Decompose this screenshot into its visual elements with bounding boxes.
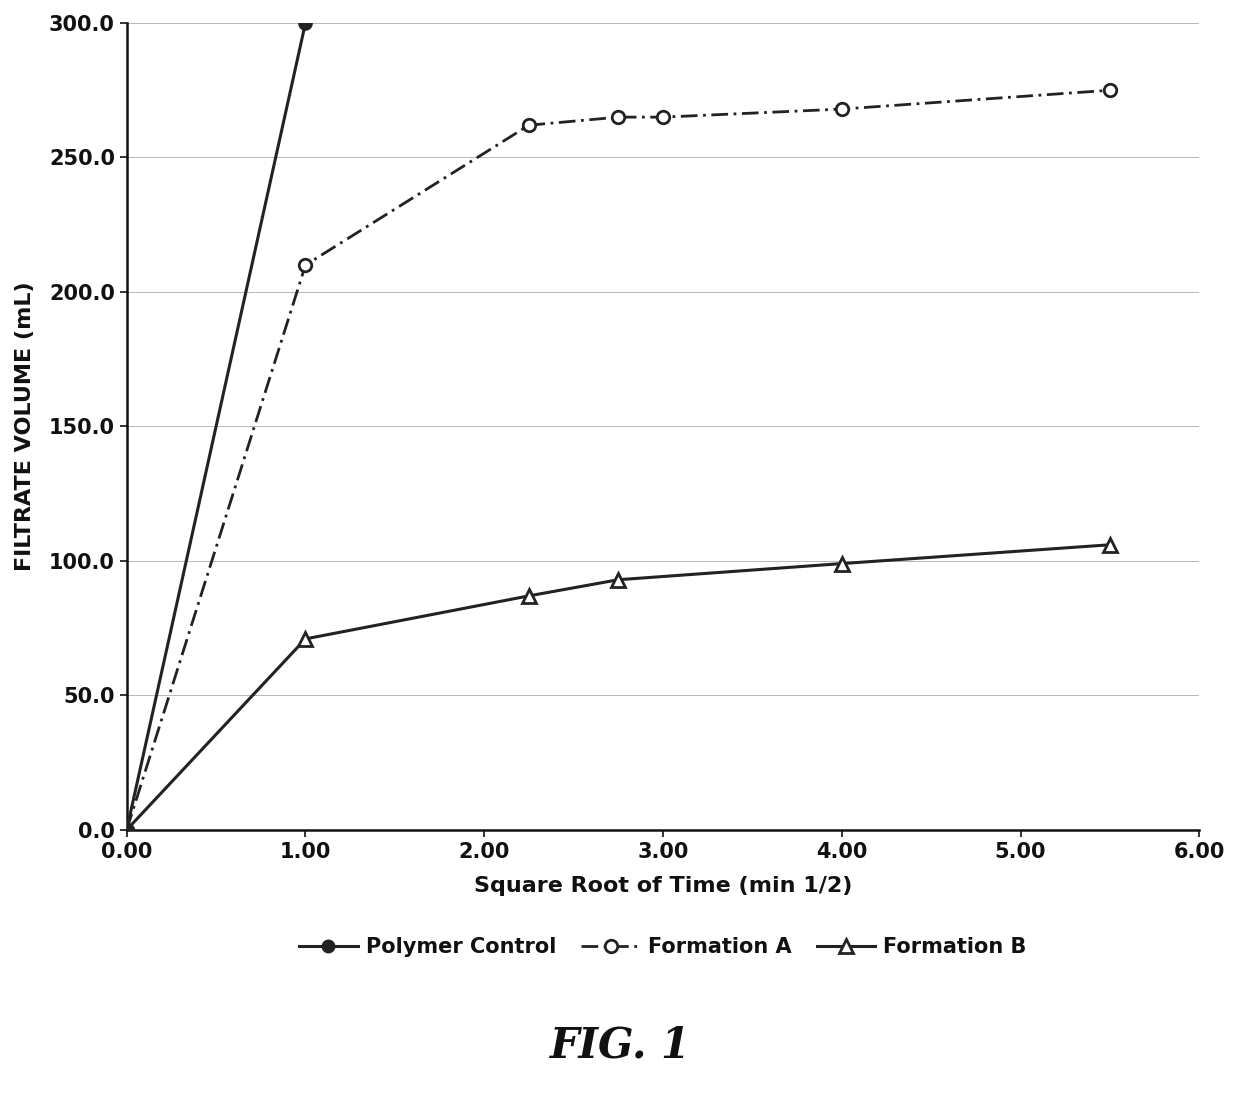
Formation A — [1102, 83, 1117, 96]
Formation A — [611, 110, 626, 124]
Line: Formation A: Formation A — [120, 84, 1116, 836]
Formation A — [835, 103, 849, 116]
Line: Formation B: Formation B — [120, 538, 1117, 837]
X-axis label: Square Root of Time (min 1/2): Square Root of Time (min 1/2) — [474, 875, 852, 896]
Formation B — [119, 824, 134, 837]
Formation A — [298, 258, 312, 271]
Formation B — [611, 573, 626, 586]
Legend: Polymer Control, Formation A, Formation B: Polymer Control, Formation A, Formation … — [291, 929, 1035, 966]
Formation B — [1102, 538, 1117, 551]
Formation B — [835, 557, 849, 570]
Formation A — [119, 824, 134, 837]
Y-axis label: FILTRATE VOLUME (mL): FILTRATE VOLUME (mL) — [15, 281, 35, 571]
Text: FIG. 1: FIG. 1 — [549, 1025, 691, 1067]
Formation B — [298, 632, 312, 645]
Formation A — [656, 110, 671, 124]
Formation A — [522, 118, 537, 131]
Formation B — [522, 590, 537, 603]
